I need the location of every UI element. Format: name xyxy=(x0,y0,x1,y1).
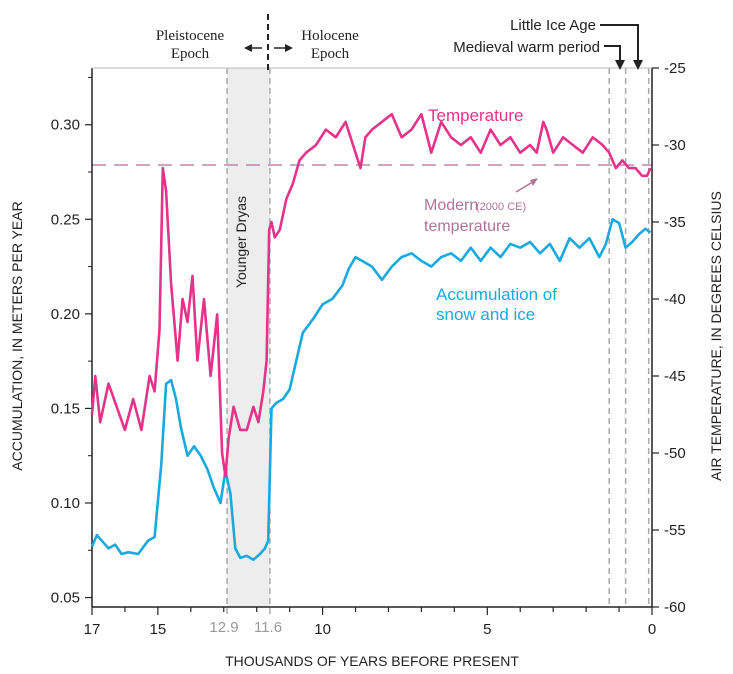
x-axis-title: THOUSANDS OF YEARS BEFORE PRESENT xyxy=(225,653,519,669)
left-y-axis-title: ACCUMULATION, IN METERS PER YEAR xyxy=(9,201,25,470)
accumulation-label-line1: Accumulation of xyxy=(436,285,557,304)
accumulation-series-line xyxy=(90,218,652,561)
holocene-label-line1: Holocene xyxy=(301,28,359,44)
modern-label-line1: Modern xyxy=(424,197,478,214)
medieval-warm-arrowhead xyxy=(615,60,625,70)
right-y-axis-ticks: -25 -30 -35 -40 -45 -50 -55 -60 xyxy=(652,60,686,616)
yd-end-year-label: 11.6 xyxy=(254,619,282,636)
right-y-tick-label: -40 xyxy=(664,291,686,308)
left-y-tick-label: 0.15 xyxy=(51,400,80,417)
right-y-axis-title: AIR TEMPERATURE, IN DEGREES CELSIUS xyxy=(708,191,724,481)
accumulation-label-line2: snow and ice xyxy=(436,305,535,324)
left-y-tick-label: 0.30 xyxy=(51,117,80,134)
medieval-warm-period-label: Medieval warm period xyxy=(453,39,600,56)
temperature-series-line xyxy=(90,112,652,478)
left-y-tick-label: 0.10 xyxy=(51,495,80,512)
holocene-arrowhead xyxy=(285,44,293,52)
right-y-tick-label: -25 xyxy=(664,60,686,77)
x-tick-label: 5 xyxy=(483,621,491,638)
left-y-tick-label: 0.25 xyxy=(51,211,80,228)
holocene-label-line2: Epoch xyxy=(311,46,350,62)
reference-vertical-lines xyxy=(226,68,650,617)
left-y-tick-label: 0.05 xyxy=(51,590,80,607)
plot-frame xyxy=(91,67,653,608)
x-tick-label: 17 xyxy=(84,621,101,638)
yd-start-year-label: 12.9 xyxy=(209,619,238,636)
x-tick-label: 10 xyxy=(314,621,331,638)
medieval-warm-pointer xyxy=(604,45,621,62)
right-y-tick-label: -50 xyxy=(664,445,686,462)
x-tick-label: 0 xyxy=(648,621,656,638)
temperature-series-label: Temperature xyxy=(428,106,523,125)
right-y-tick-label: -60 xyxy=(664,599,686,616)
left-y-axis-ticks: 0.05 0.10 0.15 0.20 0.25 0.30 xyxy=(51,76,92,607)
younger-dryas-label: Younger Dryas xyxy=(233,196,249,288)
little-ice-age-arrowhead xyxy=(633,60,643,70)
modern-label-line2: temperature xyxy=(424,218,510,235)
left-y-tick-label: 0.20 xyxy=(51,306,80,323)
little-ice-age-label: Little Ice Age xyxy=(510,17,596,34)
x-tick-label: 15 xyxy=(150,621,167,638)
pleistocene-label-line2: Epoch xyxy=(171,46,210,62)
right-y-tick-label: -35 xyxy=(664,214,686,231)
pleistocene-label-line1: Pleistocene xyxy=(156,28,225,44)
modern-pointer-arrowhead xyxy=(530,178,538,186)
right-y-tick-label: -55 xyxy=(664,522,686,539)
younger-dryas-band xyxy=(227,68,270,607)
right-y-tick-label: -30 xyxy=(664,137,686,154)
x-axis-ticks: 17 15 10 5 0 xyxy=(84,607,656,638)
right-y-tick-label: -45 xyxy=(664,368,686,385)
pleistocene-arrowhead xyxy=(244,44,252,52)
modern-label-note: (2000 CE) xyxy=(476,201,526,213)
little-ice-age-pointer xyxy=(600,24,639,62)
